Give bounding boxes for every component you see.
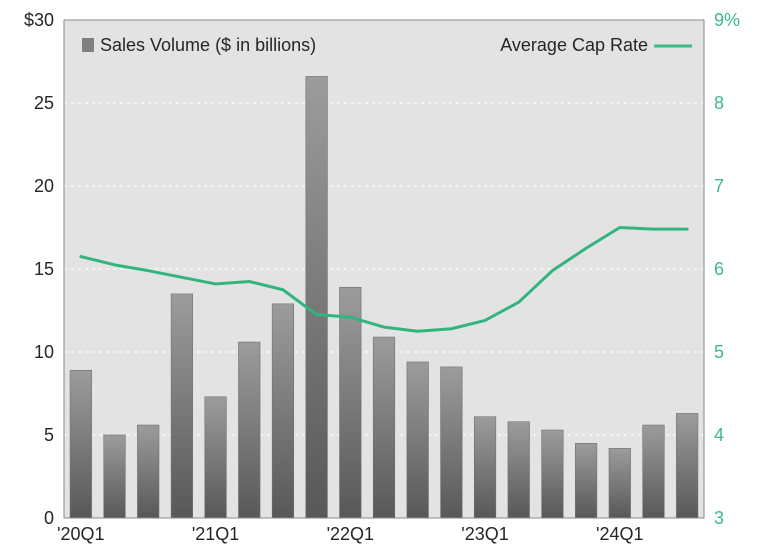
bar (542, 430, 564, 518)
bar (441, 367, 463, 518)
bar (104, 435, 126, 518)
bar (70, 370, 92, 518)
legend-bar-swatch (82, 38, 94, 52)
y-left-tick-label: 20 (34, 176, 54, 196)
y-right-tick-label: 4 (714, 425, 724, 445)
y-left-tick-label: 10 (34, 342, 54, 362)
legend-line-label: Average Cap Rate (500, 35, 648, 55)
bar (609, 448, 631, 518)
y-right-tick-label: 8 (714, 93, 724, 113)
y-right-tick-label: 3 (714, 508, 724, 528)
sales-caprate-chart: 0 5 10 15 20 25 $30 3 4 5 6 7 8 9% '20Q1 '21Q1 '22Q1 '23Q… (0, 0, 768, 554)
y-left-tick-label: 15 (34, 259, 54, 279)
legend-bar-label: Sales Volume ($ in billions) (100, 35, 316, 55)
y-left-tick-label: 0 (44, 508, 54, 528)
bar (306, 76, 328, 518)
y-left-tick-label: 5 (44, 425, 54, 445)
y-right-tick-label: 5 (714, 342, 724, 362)
bar (474, 417, 496, 518)
x-tick-label: '23Q1 (461, 524, 508, 544)
y-right-tick-label: 6 (714, 259, 724, 279)
x-tick-label: '21Q1 (192, 524, 239, 544)
y-left-tick-label: 25 (34, 93, 54, 113)
bar (373, 337, 395, 518)
bar (575, 443, 597, 518)
bar (676, 413, 698, 518)
y-right-tick-label: 9% (714, 10, 740, 30)
bar (272, 304, 294, 518)
bar (171, 294, 193, 518)
bar (508, 422, 530, 518)
x-tick-label: '24Q1 (596, 524, 643, 544)
bar (238, 342, 260, 518)
bar (205, 397, 227, 518)
y-right-tick-label: 7 (714, 176, 724, 196)
x-tick-label: '20Q1 (57, 524, 104, 544)
bar (407, 362, 429, 518)
bar (643, 425, 665, 518)
bar (340, 287, 362, 518)
x-tick-label: '22Q1 (327, 524, 374, 544)
bar (137, 425, 159, 518)
y-left-tick-label: $30 (24, 10, 54, 30)
